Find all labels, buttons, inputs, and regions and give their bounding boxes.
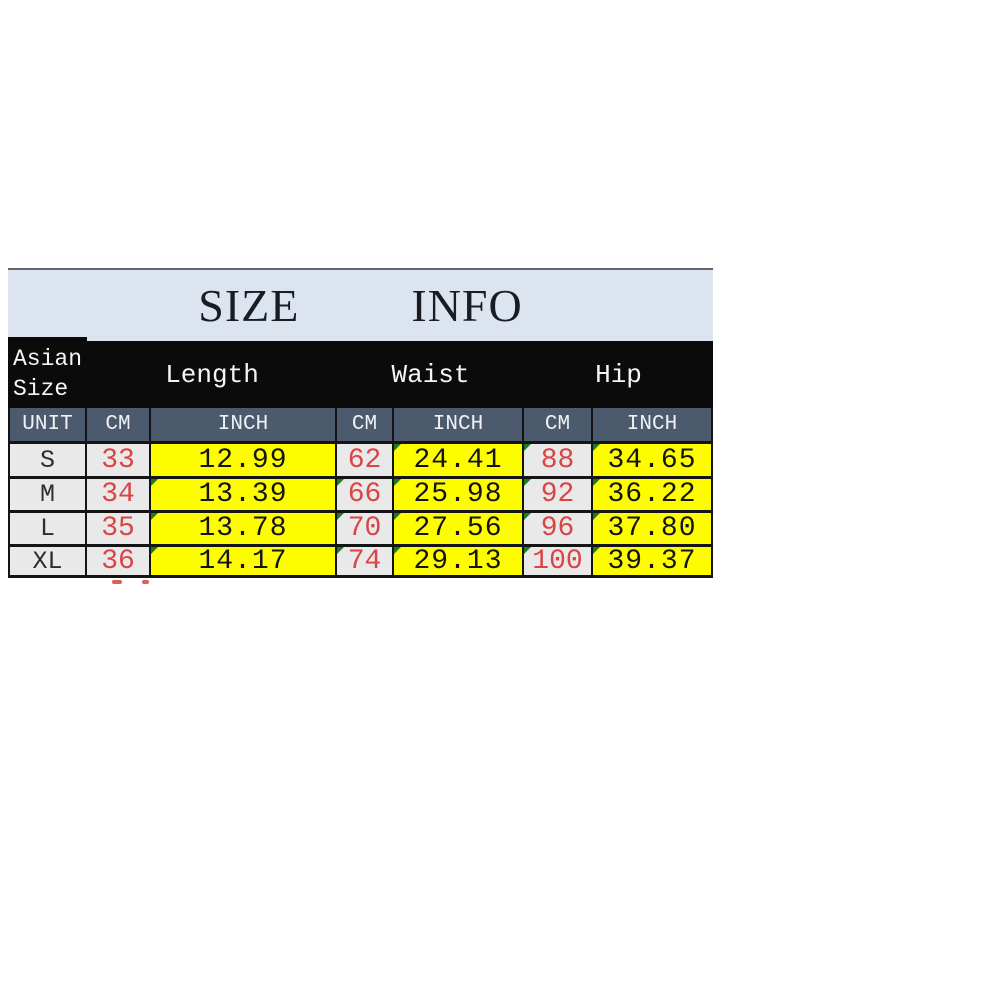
row-xl-waist-cm: 74 (337, 547, 394, 578)
group-header-hip: Hip (524, 341, 713, 408)
row-l-waist-inch: 27.56 (394, 513, 524, 547)
row-xl-length-inch: 14.17 (151, 547, 337, 578)
row-l-length-cm: 35 (87, 513, 151, 547)
row-s-length-cm: 33 (87, 444, 151, 479)
row-l-length-inch: 13.78 (151, 513, 337, 547)
unit-header-length-inch: INCH (151, 408, 337, 444)
row-m-waist-inch: 25.98 (394, 479, 524, 513)
unit-header-waist-cm: CM (337, 408, 394, 444)
title-word-info: INFO (411, 280, 523, 331)
row-l-hip-cm: 96 (524, 513, 593, 547)
cropped-row-artifact (142, 580, 149, 584)
row-s-waist-inch: 24.41 (394, 444, 524, 479)
row-m-hip-cm: 92 (524, 479, 593, 513)
unit-header-hip-inch: INCH (593, 408, 713, 444)
corner-header-asian-size: Asian Size (8, 341, 87, 408)
row-l-size: L (8, 513, 87, 547)
row-xl-hip-inch: 39.37 (593, 547, 713, 578)
row-xl-hip-cm: 100 (524, 547, 593, 578)
row-xl-size: XL (8, 547, 87, 578)
unit-header-unit: UNIT (8, 408, 87, 444)
row-xl-length-cm: 36 (87, 547, 151, 578)
row-s-hip-inch: 34.65 (593, 444, 713, 479)
corner-header-line2: Size (13, 375, 69, 402)
row-m-length-cm: 34 (87, 479, 151, 513)
cropped-row-artifact (112, 580, 122, 584)
corner-header-line1: Asian (13, 345, 83, 372)
size-chart-table: SIZE INFO Asian Size Length Waist Hip UN… (8, 268, 713, 578)
row-l-hip-inch: 37.80 (593, 513, 713, 547)
row-m-length-inch: 13.39 (151, 479, 337, 513)
row-m-waist-cm: 66 (337, 479, 394, 513)
row-xl-waist-inch: 29.13 (394, 547, 524, 578)
row-s-length-inch: 12.99 (151, 444, 337, 479)
title-word-size: SIZE (198, 280, 300, 331)
row-s-waist-cm: 62 (337, 444, 394, 479)
unit-header-hip-cm: CM (524, 408, 593, 444)
row-l-waist-cm: 70 (337, 513, 394, 547)
row-m-size: M (8, 479, 87, 513)
row-s-hip-cm: 88 (524, 444, 593, 479)
row-m-hip-inch: 36.22 (593, 479, 713, 513)
unit-header-waist-inch: INCH (394, 408, 524, 444)
unit-header-length-cm: CM (87, 408, 151, 444)
group-header-length: Length (87, 341, 337, 408)
group-header-waist: Waist (337, 341, 524, 408)
row-s-size: S (8, 444, 87, 479)
size-info-title: SIZE INFO (8, 268, 713, 341)
